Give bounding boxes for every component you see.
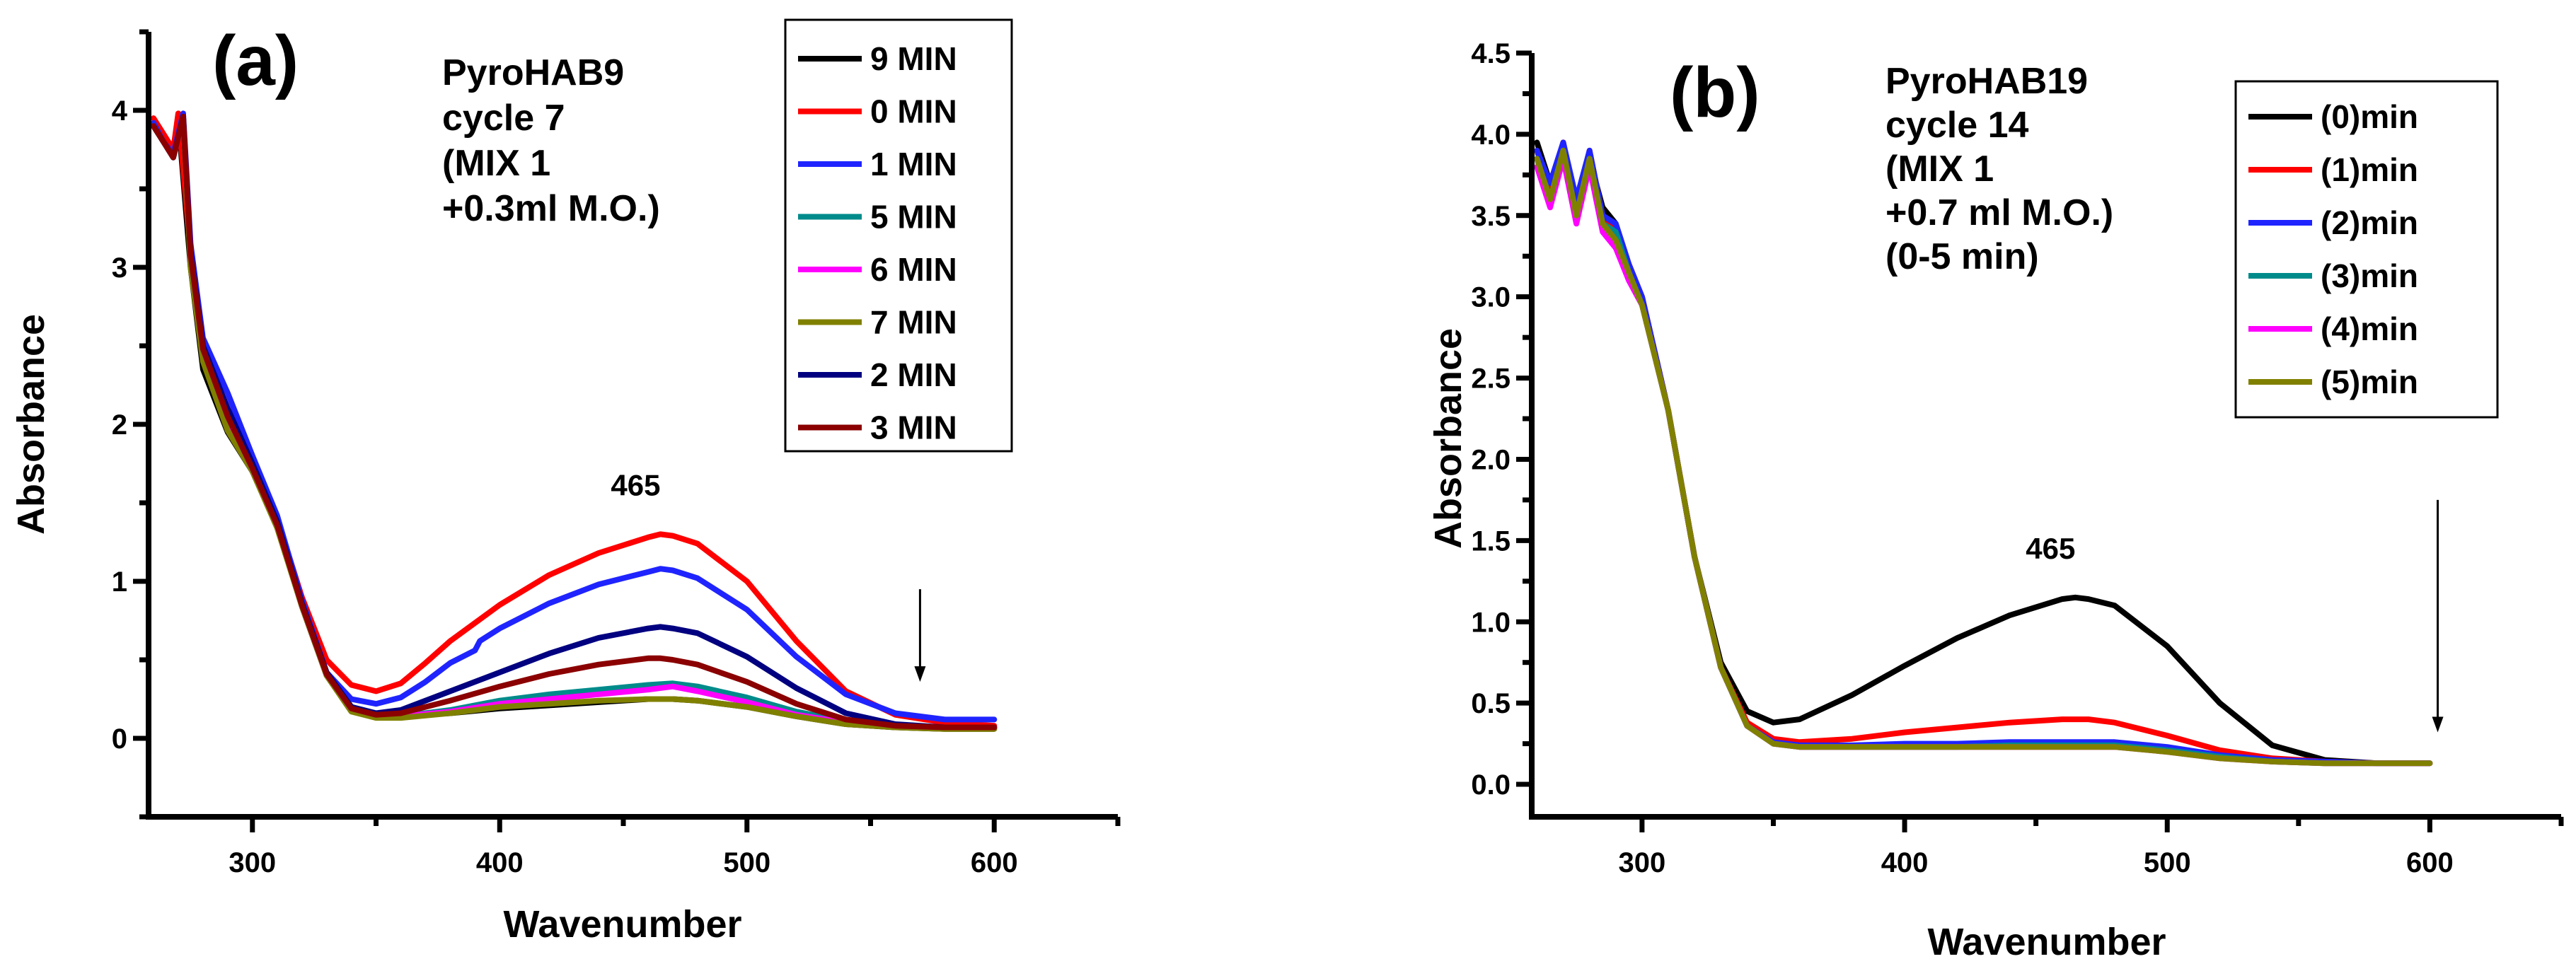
y-tick-label: 2 (112, 409, 127, 441)
arrow-head (2432, 716, 2444, 733)
x-axis-title: Wavenumber (1927, 921, 2166, 963)
legend-label: (4)min (2321, 310, 2418, 347)
y-tick-label: 3.0 (1471, 282, 1511, 313)
legend-label: 0 MIN (870, 93, 957, 130)
y-axis-title: Absorbance (10, 314, 52, 535)
sample-annotation: PyroHAB9 cycle 7 (MIX 1 +0.3ml M.O.) (442, 52, 660, 229)
legend-label: 5 MIN (870, 199, 957, 236)
annotation-line: PyroHAB19 (1885, 61, 2088, 102)
y-axis-title: Absorbance (1427, 328, 1469, 549)
y-tick-label: 1 (112, 566, 127, 598)
annotation-line: (MIX 1 (442, 143, 550, 184)
legend-label: 6 MIN (870, 251, 957, 288)
y-tick-label: 1.5 (1471, 525, 1511, 557)
series-line (151, 113, 998, 731)
legend-label: (2)min (2321, 204, 2418, 241)
chart-panel-b: 300 400 500 600 0.0 0.5 1.0 1.5 2.0 2.5 3.0 3.5 4.0 4… (1427, 38, 2564, 963)
legend-label: (0)min (2321, 98, 2418, 135)
legend-label: (3)min (2321, 257, 2418, 294)
x-tick-label: 400 (476, 847, 524, 878)
legend-label: (1)min (2321, 151, 2418, 188)
legend-frame (784, 18, 1013, 453)
annotation-line: PyroHAB9 (442, 52, 624, 93)
y-tick-label: 0.5 (1471, 688, 1511, 719)
peak-label: 465 (611, 468, 660, 501)
legend-label: 1 MIN (870, 146, 957, 182)
annotation-line: cycle 14 (1885, 105, 2028, 146)
y-tick-label: 4 (112, 95, 128, 127)
y-tick-label: 4.0 (1471, 120, 1511, 151)
x-tick-label: 500 (723, 847, 770, 878)
legend: 9 MIN 0 MIN 1 MIN 5 MIN 6 MIN 7 MIN 2 MIN 3 MIN (784, 18, 1013, 453)
y-tick-label: 2.0 (1471, 444, 1511, 475)
legend-label: (5)min (2321, 364, 2418, 400)
y-tick-label: 3.5 (1471, 201, 1511, 232)
annotation-line: (MIX 1 (1885, 149, 1994, 190)
y-tick-label: 3 (112, 252, 127, 284)
y-tick-label: 0.0 (1471, 769, 1511, 801)
y-tick-label: 0 (112, 723, 127, 755)
panel-label: (a) (212, 21, 299, 100)
annotation-line: cycle 7 (442, 98, 565, 139)
legend-frame (2234, 80, 2499, 419)
arrow-head (914, 666, 926, 682)
legend-label: 9 MIN (870, 40, 957, 77)
x-tick-label: 500 (2144, 847, 2191, 878)
x-tick-label: 400 (1881, 847, 1929, 878)
x-tick-label: 600 (971, 847, 1018, 878)
annotation-line: +0.7 ml M.O.) (1885, 192, 2113, 233)
y-tick-label: 1.0 (1471, 607, 1511, 638)
x-axis-title: Wavenumber (503, 903, 741, 946)
legend-label: 2 MIN (870, 356, 957, 393)
peak-label: 465 (2026, 532, 2075, 565)
x-tick-label: 300 (229, 847, 276, 878)
legend-label: 3 MIN (870, 409, 957, 446)
panel-label: (b) (1670, 53, 1760, 132)
series-line (1534, 147, 2433, 767)
legend: (0)min (1)min (2)min (3)min (4)min (5)min (2234, 80, 2499, 419)
y-tick-label: 2.5 (1471, 364, 1511, 395)
x-tick-label: 600 (2406, 847, 2454, 878)
annotation-line: +0.3ml M.O.) (442, 188, 660, 229)
annotation-line: (0-5 min) (1885, 236, 2039, 277)
x-tick-label: 300 (1619, 847, 1666, 878)
legend-label: 7 MIN (870, 304, 957, 341)
sample-annotation: PyroHAB19 cycle 14 (MIX 1 +0.7 ml M.O.) … (1885, 61, 2113, 277)
y-tick-label: 4.5 (1471, 38, 1511, 69)
